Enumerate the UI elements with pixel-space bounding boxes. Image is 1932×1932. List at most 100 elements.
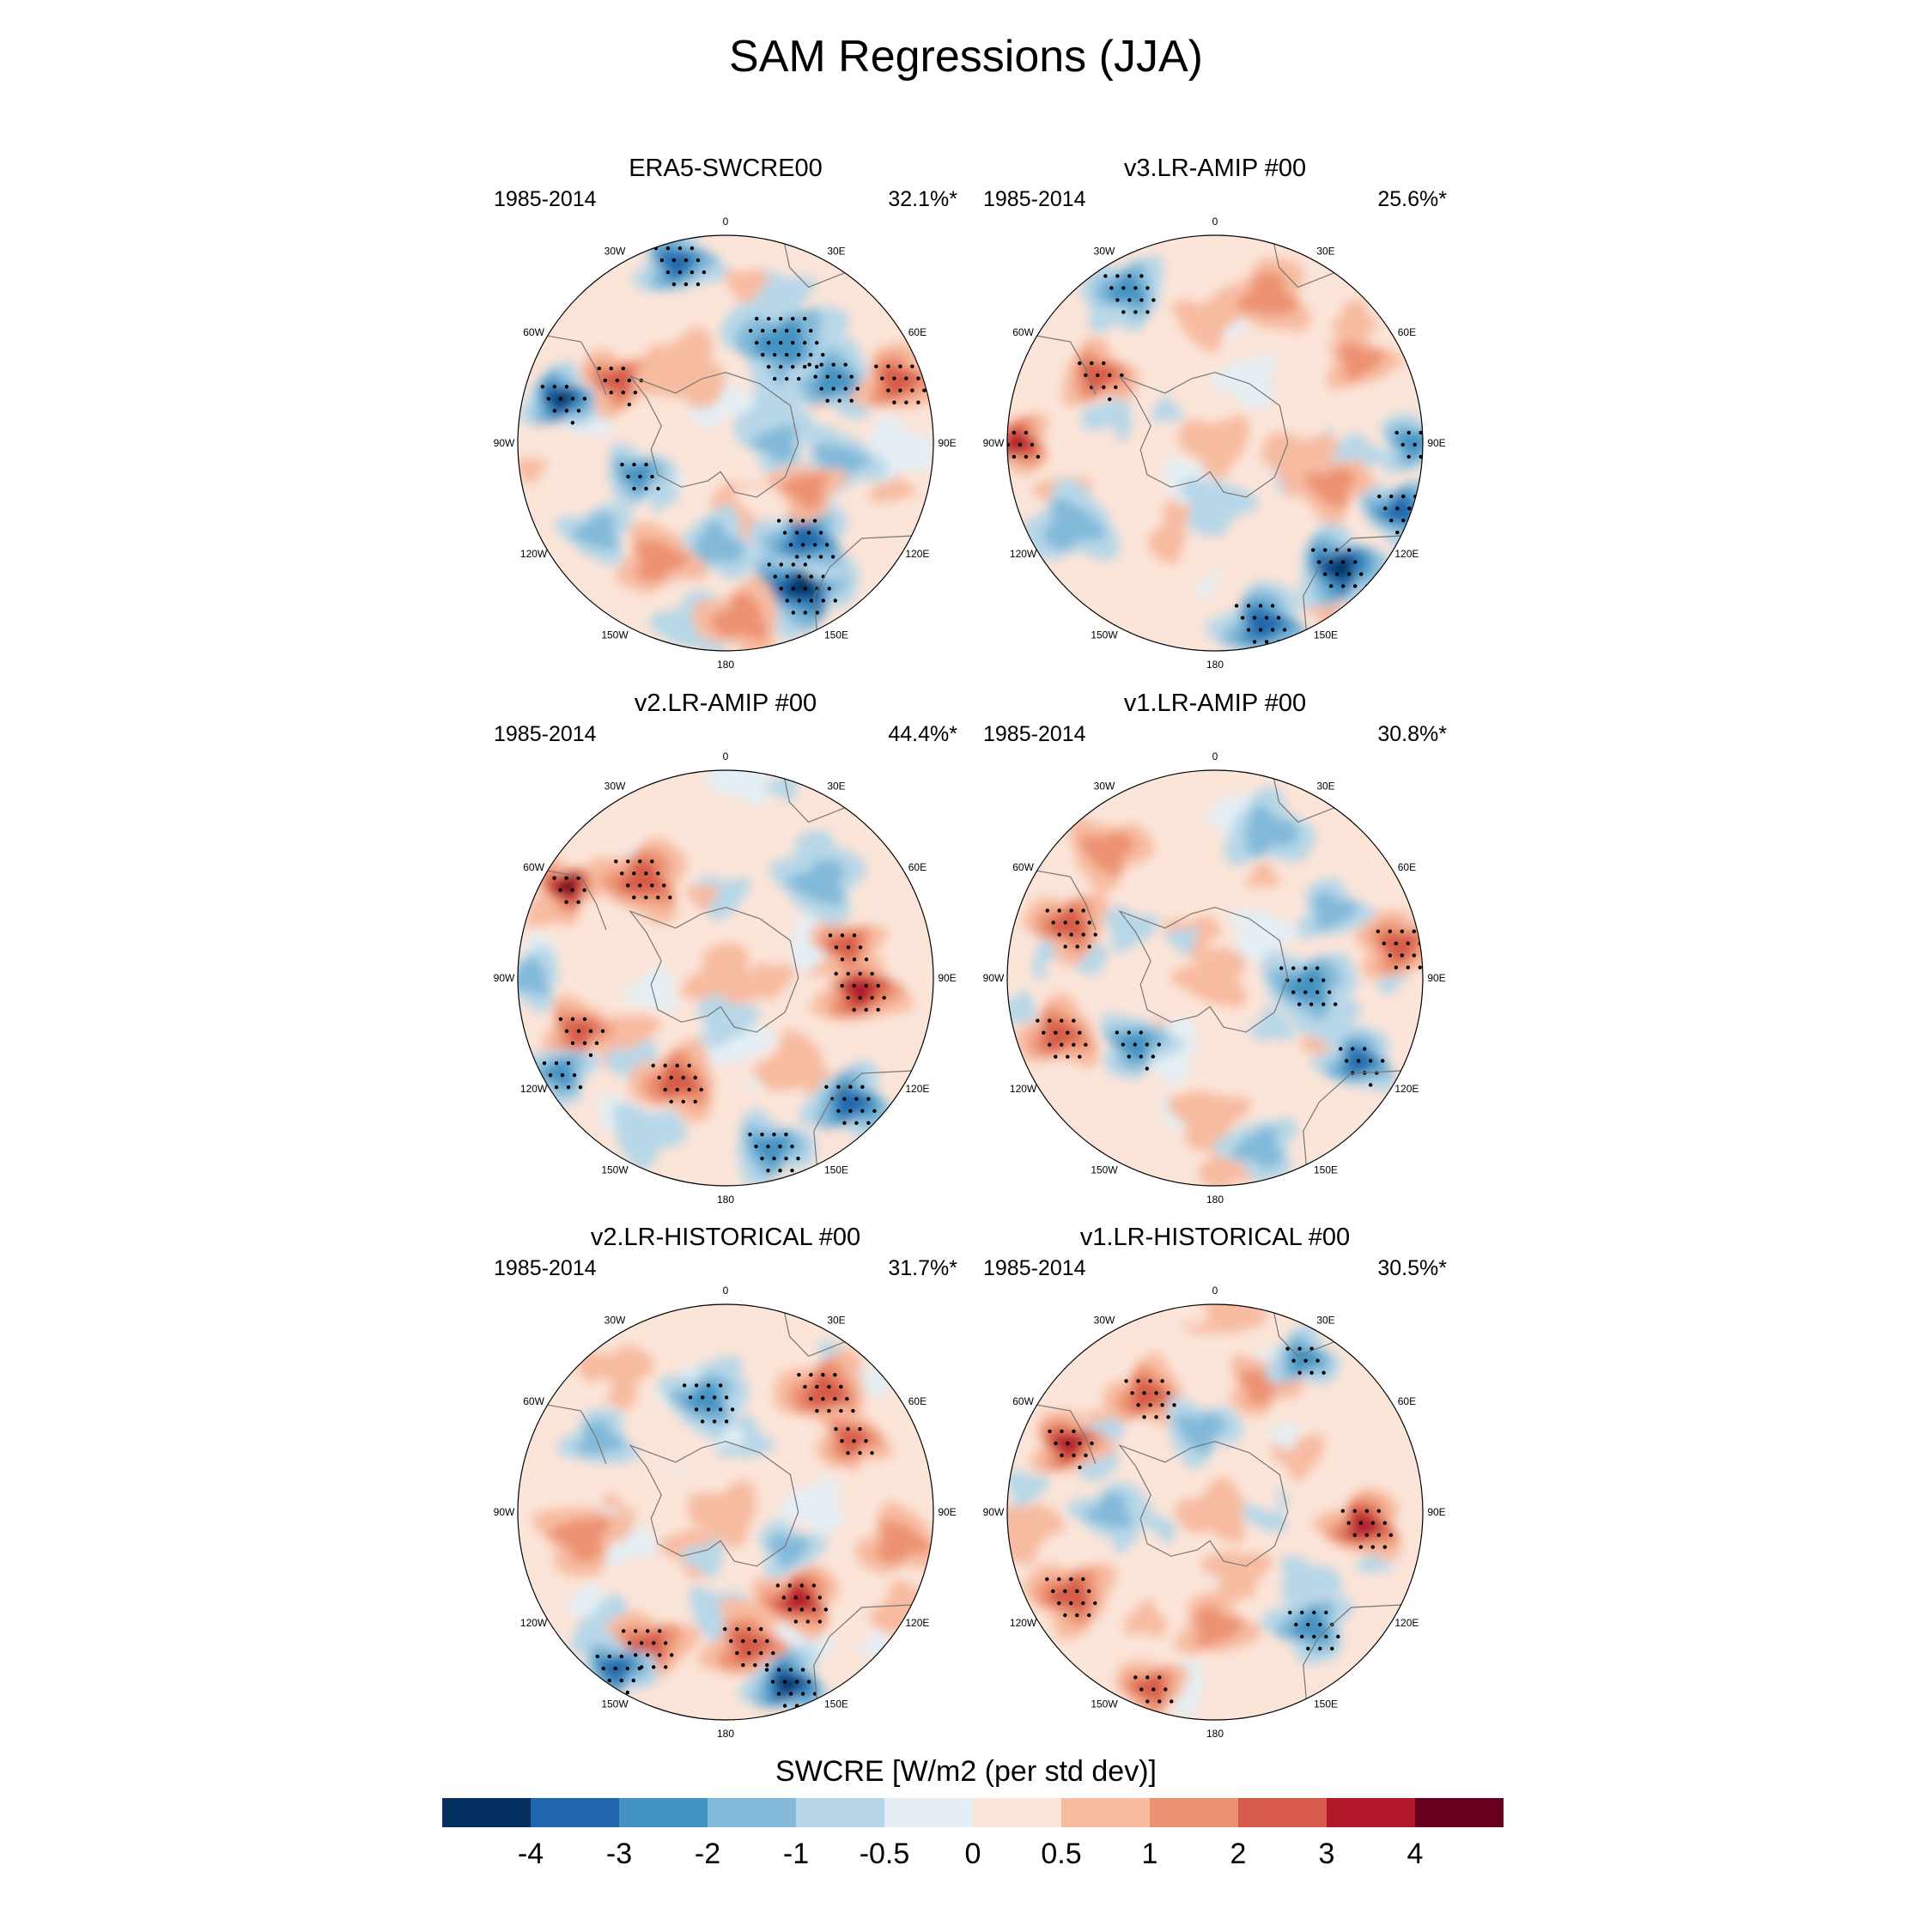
texture-patch <box>1293 994 1362 1049</box>
stipple-dot <box>1115 274 1120 278</box>
stipple-dot <box>1057 933 1061 937</box>
colorbar-tick-label: -1 <box>783 1838 809 1870</box>
stipple-dot <box>665 246 671 251</box>
map-panel: v1.LR-HISTORICAL #00 1985-2014 30.5%* 0 3… <box>975 1224 1455 1753</box>
texture-patch <box>1081 392 1133 443</box>
stipple-dot <box>805 1595 810 1600</box>
colorbar-tick-label: 4 <box>1407 1838 1424 1870</box>
stipple-dot <box>796 1157 800 1161</box>
stipple-dot <box>1330 1646 1334 1651</box>
stipple-dot <box>830 1097 835 1101</box>
stipple-dot <box>651 1063 655 1068</box>
texture-patch <box>1007 990 1036 1030</box>
stipple-dot <box>1258 628 1263 632</box>
stipple-dot <box>658 1629 662 1633</box>
stipple-dot <box>800 519 805 523</box>
stipple-dot <box>1090 361 1094 366</box>
colorbar-title: SWCRE [W/m2 (per std dev)] <box>775 1755 1157 1788</box>
stipple-dot <box>558 397 563 401</box>
stipple-dot <box>644 462 648 467</box>
stipple-dot <box>670 1653 674 1657</box>
texture-patch <box>518 458 548 483</box>
stipple-dot <box>1400 929 1404 933</box>
stipple-dot <box>858 1451 862 1455</box>
stipple-dot <box>718 1383 723 1388</box>
anomaly-patch <box>1007 430 1031 454</box>
stipple-dot <box>1066 1054 1070 1059</box>
longitude-label: 30W <box>1094 246 1115 258</box>
stipple-dot <box>1127 1030 1131 1035</box>
anomaly-patch <box>1082 361 1117 393</box>
anomaly-patch <box>626 1630 665 1668</box>
stipple-dot <box>1297 1346 1302 1351</box>
stipple-dot <box>1145 1699 1150 1704</box>
anomaly-patch <box>1174 1413 1226 1455</box>
stipple-dot <box>1012 454 1017 459</box>
stipple-dot <box>1329 584 1334 588</box>
stipple-dot <box>552 876 556 880</box>
stipple-dot <box>806 1704 811 1708</box>
stipple-dot <box>735 1627 739 1631</box>
stipple-dot <box>803 341 807 345</box>
stipple-dot <box>747 1651 751 1656</box>
stipple-dot <box>646 1653 650 1657</box>
stipple-dot <box>626 474 630 479</box>
stipple-dot <box>1069 908 1073 913</box>
stipple-dot <box>638 860 642 864</box>
stipple-dot <box>1054 1030 1058 1035</box>
stipple-dot <box>687 1063 691 1068</box>
stipple-dot <box>834 971 838 976</box>
stipple-dot <box>779 341 783 345</box>
stipple-dot <box>1007 442 1011 447</box>
stipple-dot <box>1394 941 1398 945</box>
texture-patch <box>613 1103 688 1170</box>
stipple-dot <box>874 364 878 368</box>
texture-patch <box>723 269 769 306</box>
stipple-dot <box>805 1619 810 1624</box>
stipple-dot <box>753 1639 757 1643</box>
stipple-dot <box>1358 1545 1363 1549</box>
australia-coastline <box>813 534 924 641</box>
stipple-dot <box>1060 1018 1064 1023</box>
significance-stipple <box>1045 1346 1393 1704</box>
stipple-dot <box>1121 286 1126 290</box>
stipple-dot <box>1270 604 1275 608</box>
stipple-dot <box>836 1084 841 1089</box>
stipple-dot <box>1166 1415 1170 1419</box>
stipple-dot <box>794 555 799 559</box>
anomaly-patch <box>729 1628 773 1663</box>
longitude-label: 150W <box>601 1163 629 1176</box>
stipple-dot <box>706 1407 711 1412</box>
stipple-dot <box>892 376 896 380</box>
stipple-dot <box>1419 506 1423 511</box>
anomaly-patch <box>680 943 769 1005</box>
stipple-dot <box>558 1017 563 1021</box>
colorbar-swatch <box>884 1798 973 1827</box>
stipple-dot <box>620 462 624 467</box>
stipple-dot <box>1318 1646 1322 1651</box>
stipple-dot <box>811 1583 816 1588</box>
stipple-dot <box>824 543 829 547</box>
stipple-dot <box>821 353 825 357</box>
texture-patch <box>1201 1550 1274 1602</box>
stipple-dot <box>1315 990 1320 994</box>
stipple-dot <box>776 1692 781 1696</box>
stipple-dot <box>864 1439 868 1443</box>
stipple-dot <box>1294 1622 1298 1627</box>
stipple-dot <box>767 341 771 345</box>
stipple-dot <box>675 1087 679 1092</box>
stipple-dot <box>1145 310 1150 314</box>
stipple-dot <box>644 896 648 900</box>
stipple-dot <box>797 329 801 333</box>
stipple-dot <box>1252 640 1257 644</box>
stipple-dot <box>554 1061 559 1066</box>
stipple-dot <box>839 1384 843 1389</box>
stipple-dot <box>1395 506 1400 511</box>
texture-patch <box>1177 799 1209 829</box>
colorbar-swatch <box>619 1798 708 1827</box>
stipple-dot <box>1075 1589 1079 1594</box>
stipple-dot <box>706 1383 711 1388</box>
stipple-dot <box>633 390 637 395</box>
longitude-label: 90W <box>494 1506 515 1518</box>
stipple-dot <box>803 586 807 591</box>
